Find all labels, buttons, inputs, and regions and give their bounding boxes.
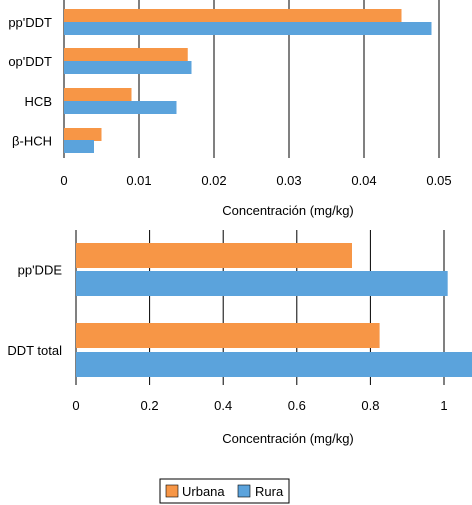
x-tick-label: 0.8	[361, 398, 379, 413]
legend-box	[159, 478, 290, 504]
category-label: β-HCH	[12, 134, 52, 149]
bar-rura-1-2	[64, 101, 177, 114]
category-label: op'DDT	[8, 54, 52, 69]
bar-rura-2-1	[76, 352, 472, 377]
category-label: HCB	[25, 94, 52, 109]
category-label: pp'DDT	[8, 15, 52, 30]
category-label: DDT total	[7, 343, 62, 358]
x-axis-title: Concentración (mg/kg)	[222, 203, 354, 218]
bar-rura-1-3	[64, 140, 94, 153]
legend-label: Urbana	[182, 484, 225, 499]
bar-urbana-2-0	[76, 243, 352, 268]
x-tick-label: 0.4	[214, 398, 232, 413]
legend-swatch-urbana	[165, 484, 179, 498]
bar-urbana-1-1	[64, 48, 188, 61]
bar-rura-1-0	[64, 22, 432, 35]
x-tick-label: 0.02	[201, 173, 226, 188]
x-tick-label: 1	[440, 398, 447, 413]
x-tick-label: 0.2	[141, 398, 159, 413]
legend-swatch-rura	[237, 484, 251, 498]
bar-rura-2-0	[76, 271, 448, 296]
x-tick-label: 0.03	[276, 173, 301, 188]
x-tick-label: 0.6	[288, 398, 306, 413]
x-tick-label: 0	[60, 173, 67, 188]
x-tick-label: 0.05	[426, 173, 451, 188]
category-label: pp'DDE	[18, 263, 63, 278]
bar-urbana-1-2	[64, 88, 132, 101]
legend-label: Rura	[255, 484, 284, 499]
bar-urbana-1-0	[64, 9, 402, 22]
bar-urbana-2-1	[76, 323, 380, 348]
bar-rura-1-1	[64, 61, 192, 74]
x-tick-label: 0	[72, 398, 79, 413]
x-axis-title: Concentración (mg/kg)	[222, 431, 354, 446]
x-tick-label: 0.01	[126, 173, 151, 188]
x-tick-label: 0.04	[351, 173, 376, 188]
bar-urbana-1-3	[64, 128, 102, 141]
